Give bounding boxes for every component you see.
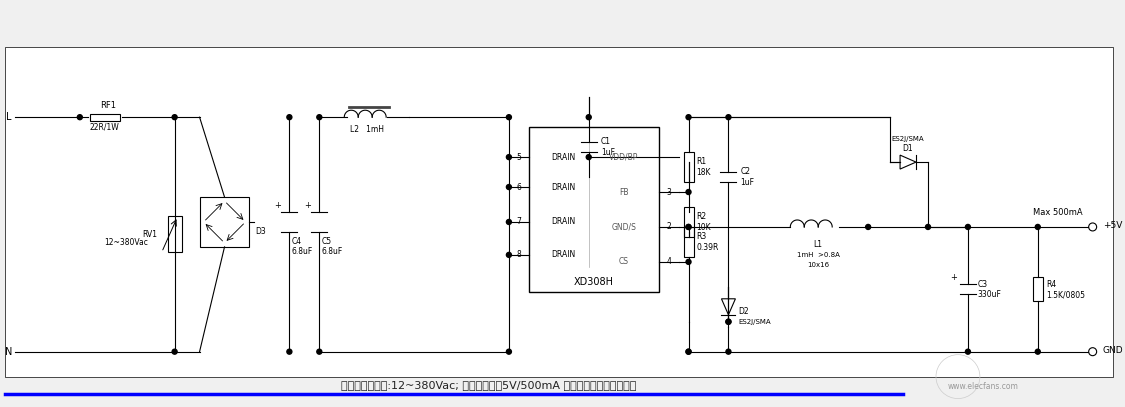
Text: www.elecfans.com: www.elecfans.com xyxy=(947,382,1018,391)
Circle shape xyxy=(1035,349,1041,354)
Circle shape xyxy=(172,349,177,354)
Circle shape xyxy=(1035,224,1041,230)
Circle shape xyxy=(317,115,322,120)
Text: 5: 5 xyxy=(516,153,521,162)
Circle shape xyxy=(686,224,691,230)
Circle shape xyxy=(506,349,512,354)
Text: CS: CS xyxy=(619,257,629,266)
Circle shape xyxy=(78,115,82,120)
Text: C2
1uF: C2 1uF xyxy=(740,167,755,187)
Text: +: + xyxy=(274,201,281,210)
Text: FB: FB xyxy=(619,188,629,197)
Circle shape xyxy=(686,224,691,230)
Circle shape xyxy=(726,319,731,324)
Circle shape xyxy=(287,349,291,354)
Text: 8: 8 xyxy=(516,250,521,259)
Text: RV1: RV1 xyxy=(143,230,158,239)
Text: RF1: RF1 xyxy=(100,101,116,110)
Text: D2: D2 xyxy=(738,307,749,316)
Circle shape xyxy=(686,259,691,265)
Circle shape xyxy=(726,319,731,324)
Text: C4: C4 xyxy=(291,237,302,246)
Text: R1
18K: R1 18K xyxy=(696,158,711,177)
Text: C1
1uF: C1 1uF xyxy=(601,138,614,157)
Circle shape xyxy=(506,115,512,120)
Text: 6.8uF: 6.8uF xyxy=(291,247,313,256)
Text: 宽电压交流输入:12~380Vac; 直流稳压输出5V/500mA 的非隔离电源电路原理图: 宽电压交流输入:12~380Vac; 直流稳压输出5V/500mA 的非隔离电源… xyxy=(341,380,637,389)
Circle shape xyxy=(686,115,691,120)
Text: 2: 2 xyxy=(667,223,672,232)
Text: L: L xyxy=(7,112,12,122)
Polygon shape xyxy=(900,155,916,169)
Circle shape xyxy=(586,115,592,120)
Circle shape xyxy=(865,224,871,230)
Bar xyxy=(1033,277,1043,301)
Circle shape xyxy=(586,155,592,160)
Text: L2   1mH: L2 1mH xyxy=(350,125,385,133)
Text: R3
0.39R: R3 0.39R xyxy=(696,232,719,252)
Text: N: N xyxy=(4,347,12,357)
Text: VDD/BP: VDD/BP xyxy=(609,153,638,162)
Circle shape xyxy=(726,115,731,120)
Text: D3: D3 xyxy=(255,228,267,236)
Circle shape xyxy=(506,252,512,257)
Text: Max 500mA: Max 500mA xyxy=(1033,208,1082,217)
Circle shape xyxy=(287,115,291,120)
Text: D1: D1 xyxy=(902,144,914,153)
Bar xyxy=(684,152,693,182)
Circle shape xyxy=(926,224,930,230)
Bar xyxy=(90,114,119,121)
Circle shape xyxy=(965,349,971,354)
Polygon shape xyxy=(721,299,736,315)
Bar xyxy=(529,127,658,292)
Text: DRAIN: DRAIN xyxy=(551,217,576,226)
Circle shape xyxy=(506,184,512,190)
Text: DRAIN: DRAIN xyxy=(551,182,576,192)
Text: DRAIN: DRAIN xyxy=(551,153,576,162)
Circle shape xyxy=(965,224,971,230)
Text: C5: C5 xyxy=(322,237,332,246)
Text: GND/S: GND/S xyxy=(611,223,636,232)
Text: GND: GND xyxy=(1102,346,1123,355)
Text: 12~380Vac: 12~380Vac xyxy=(104,238,147,247)
Text: C3
330uF: C3 330uF xyxy=(978,280,1001,299)
Text: +: + xyxy=(304,201,310,210)
Text: ES2J/SMA: ES2J/SMA xyxy=(738,319,771,325)
Circle shape xyxy=(506,219,512,224)
Bar xyxy=(168,217,181,252)
Bar xyxy=(684,227,693,257)
Text: 7: 7 xyxy=(516,217,521,226)
Circle shape xyxy=(317,349,322,354)
Text: 22R/1W: 22R/1W xyxy=(90,123,119,131)
Text: 3: 3 xyxy=(667,188,672,197)
Circle shape xyxy=(686,190,691,195)
Text: R4
1.5K/0805: R4 1.5K/0805 xyxy=(1046,280,1084,299)
Text: 10x16: 10x16 xyxy=(807,262,829,268)
Circle shape xyxy=(686,349,691,354)
Circle shape xyxy=(726,349,731,354)
Text: 6.8uF: 6.8uF xyxy=(322,247,342,256)
Text: 1mH  >0.8A: 1mH >0.8A xyxy=(796,252,839,258)
Bar xyxy=(199,197,250,247)
Bar xyxy=(4,47,1113,376)
Bar xyxy=(684,207,693,237)
Text: 6: 6 xyxy=(516,182,521,192)
Text: +5V: +5V xyxy=(1102,221,1122,230)
Circle shape xyxy=(172,115,177,120)
Text: 4: 4 xyxy=(667,257,672,266)
Circle shape xyxy=(506,155,512,160)
Text: ES2J/SMA: ES2J/SMA xyxy=(892,136,925,142)
Text: DRAIN: DRAIN xyxy=(551,250,576,259)
Text: R2
10K: R2 10K xyxy=(696,212,711,232)
Text: L1: L1 xyxy=(813,241,822,249)
Circle shape xyxy=(686,349,691,354)
Text: +: + xyxy=(951,273,957,282)
Text: XD308H: XD308H xyxy=(574,277,614,287)
